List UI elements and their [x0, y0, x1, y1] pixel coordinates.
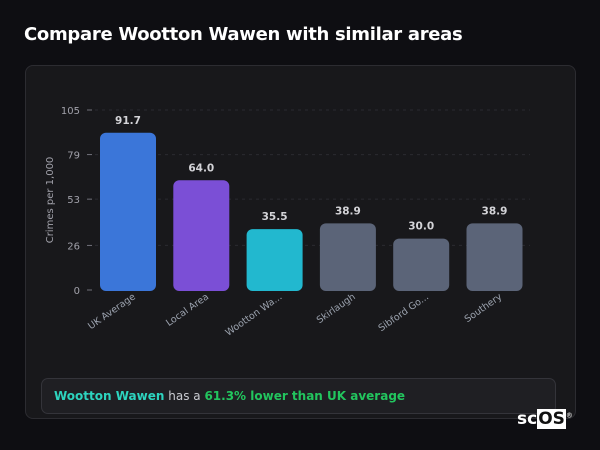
- y-axis-label: Crimes per 1,000: [45, 157, 56, 244]
- x-tick-label: UK Average: [86, 291, 138, 332]
- y-tick-label: 79: [67, 151, 80, 162]
- bar[interactable]: [173, 180, 230, 291]
- bar[interactable]: [466, 223, 523, 291]
- comparison-summary: Wootton Wawen has a 61.3% lower than UK …: [41, 378, 556, 414]
- x-tick-label: Wootton Wa...: [224, 291, 285, 338]
- bar-value-label: 91.7: [115, 115, 141, 127]
- x-tick-label: Skirlaugh: [315, 291, 358, 326]
- bar[interactable]: [319, 223, 376, 291]
- bar[interactable]: [100, 132, 156, 291]
- bar-value-label: 38.9: [482, 205, 508, 217]
- scos-logo: scOS®: [517, 409, 573, 429]
- bar-value-label: 35.5: [262, 211, 288, 223]
- y-tick-label: 105: [61, 106, 80, 117]
- summary-text: has a: [164, 389, 205, 403]
- bar[interactable]: [393, 238, 450, 291]
- area-name: Wootton Wawen: [54, 389, 165, 403]
- y-tick-label: 26: [67, 241, 80, 252]
- bar-value-label: 64.0: [188, 162, 214, 174]
- x-tick-label: Local Area: [164, 291, 211, 328]
- y-tick-label: 0: [74, 286, 80, 297]
- page-title: Compare Wootton Wawen with similar areas: [24, 24, 463, 45]
- x-tick-label: Southery: [463, 291, 505, 325]
- x-tick-label: Sibford Go...: [377, 291, 431, 334]
- bar[interactable]: [246, 229, 303, 291]
- bar-value-label: 38.9: [335, 205, 361, 217]
- comparison-value: 61.3% lower than UK average: [204, 389, 406, 403]
- bar-value-label: 30.0: [408, 221, 434, 233]
- y-tick-label: 53: [67, 195, 80, 206]
